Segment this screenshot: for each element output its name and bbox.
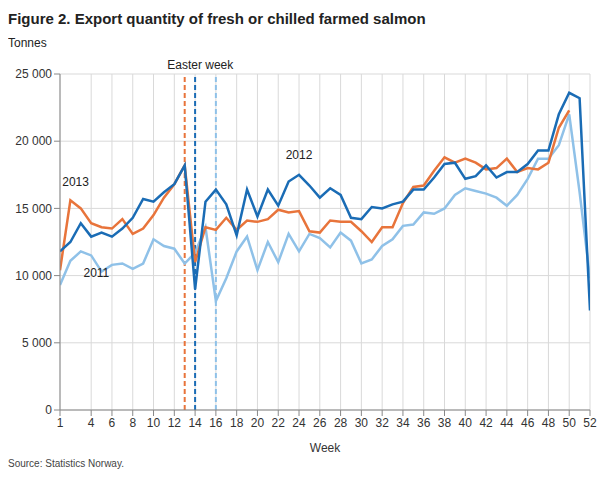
svg-text:12: 12: [168, 416, 182, 430]
svg-text:48: 48: [542, 416, 556, 430]
svg-text:28: 28: [334, 416, 348, 430]
svg-text:50: 50: [563, 416, 577, 430]
svg-text:34: 34: [396, 416, 410, 430]
svg-text:10 000: 10 000: [15, 269, 52, 283]
svg-text:42: 42: [479, 416, 493, 430]
svg-text:10: 10: [147, 416, 161, 430]
svg-text:36: 36: [417, 416, 431, 430]
svg-text:14: 14: [188, 416, 202, 430]
svg-text:2012: 2012: [286, 148, 313, 162]
svg-text:Week: Week: [310, 441, 341, 455]
svg-text:Easter week: Easter week: [167, 58, 234, 72]
svg-text:4: 4: [88, 416, 95, 430]
svg-text:16: 16: [209, 416, 223, 430]
svg-text:15 000: 15 000: [15, 202, 52, 216]
svg-text:25 000: 25 000: [15, 67, 52, 81]
svg-text:24: 24: [292, 416, 306, 430]
svg-text:38: 38: [438, 416, 452, 430]
svg-text:20: 20: [251, 416, 265, 430]
svg-text:5 000: 5 000: [22, 336, 52, 350]
html-text:Source: Statistics Norway.: Source: Statistics Norway.: [8, 458, 124, 469]
svg-text:32: 32: [375, 416, 389, 430]
html-text:Tonnes: Tonnes: [8, 36, 47, 50]
svg-text:44: 44: [500, 416, 514, 430]
svg-text:1: 1: [57, 416, 64, 430]
svg-text:26: 26: [313, 416, 327, 430]
html-text:Figure 2. Export quantity of f: Figure 2. Export quantity of fresh or ch…: [8, 10, 426, 27]
svg-text:52: 52: [583, 416, 597, 430]
svg-text:40: 40: [459, 416, 473, 430]
svg-text:30: 30: [355, 416, 369, 430]
svg-text:18: 18: [230, 416, 244, 430]
svg-text:8: 8: [129, 416, 136, 430]
svg-text:0: 0: [45, 403, 52, 417]
svg-text:2013: 2013: [62, 175, 89, 189]
svg-text:20 000: 20 000: [15, 134, 52, 148]
svg-text:2011: 2011: [83, 266, 109, 280]
svg-text:22: 22: [272, 416, 286, 430]
svg-text:46: 46: [521, 416, 535, 430]
svg-text:6: 6: [109, 416, 116, 430]
